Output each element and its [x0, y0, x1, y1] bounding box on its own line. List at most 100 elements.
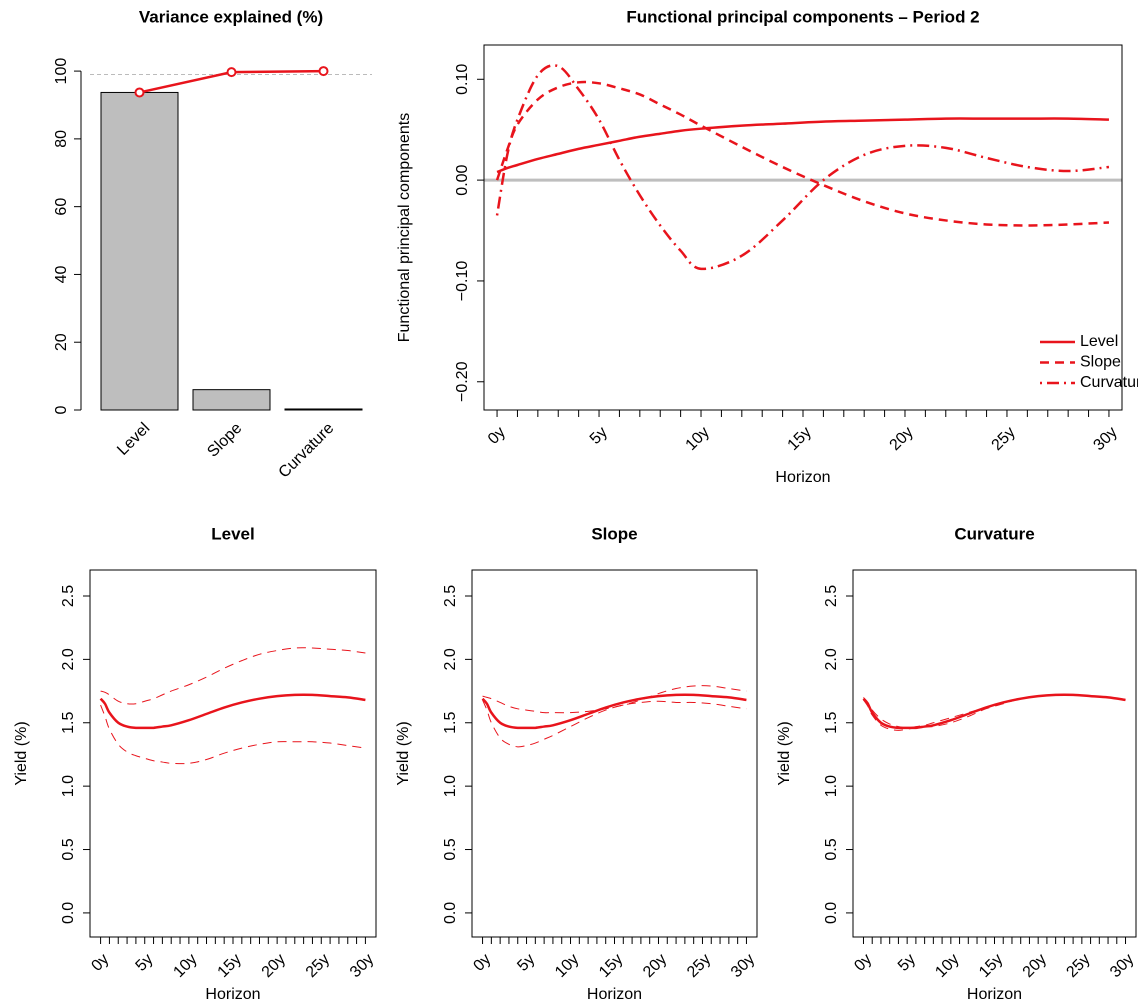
y-tick-label: 2.0	[60, 648, 77, 670]
y-tick-label: 0.5	[823, 838, 840, 860]
y-axis-title: Functional principal components	[396, 113, 413, 342]
bar	[100, 91, 179, 411]
series-line	[482, 685, 747, 714]
y-tick-label: 2.0	[442, 648, 459, 670]
chart-title: Level	[211, 524, 254, 543]
y-tick-label: 1.5	[442, 712, 459, 734]
y-tick-label: −0.10	[454, 261, 471, 302]
y-axis-title: Yield (%)	[13, 721, 30, 785]
y-axis-title: Yield (%)	[395, 721, 412, 785]
legend-label: Level	[1080, 333, 1118, 350]
y-tick-label: 1.5	[823, 712, 840, 734]
chart-title: Curvature	[954, 524, 1034, 543]
x-tick-label: 5y	[895, 951, 919, 975]
x-tick-label: 30y	[347, 951, 377, 981]
x-tick-label: Slope	[204, 420, 245, 461]
bar	[284, 408, 363, 411]
y-tick-label: 20	[53, 333, 70, 351]
series-line	[496, 117, 1109, 174]
x-tick-label: 5y	[514, 951, 538, 975]
x-tick-label: 20y	[887, 424, 917, 454]
y-tick-label: −0.20	[454, 361, 471, 402]
x-tick-label: 25y	[1063, 951, 1093, 981]
x-tick-label: 25y	[989, 424, 1019, 454]
plot-frame	[852, 569, 1137, 938]
y-tick-label: 2.5	[823, 585, 840, 607]
chart-title: Variance explained (%)	[139, 7, 323, 26]
x-axis-title: Horizon	[205, 986, 260, 1003]
y-tick-label: 0.0	[823, 902, 840, 924]
x-tick-label: 30y	[1090, 424, 1120, 454]
x-tick-label: 10y	[170, 951, 200, 981]
x-tick-label: 0y	[470, 951, 494, 975]
x-axis-title: Horizon	[967, 986, 1022, 1003]
x-axis-title: Horizon	[587, 986, 642, 1003]
x-tick-label: Curvature	[276, 420, 338, 482]
y-tick-label: 0.0	[442, 902, 459, 924]
x-axis-title: Horizon	[775, 469, 830, 486]
x-tick-label: 25y	[684, 951, 714, 981]
y-tick-label: 0.5	[442, 838, 459, 860]
x-tick-label: 25y	[303, 951, 333, 981]
y-tick-label: 0	[53, 405, 70, 414]
x-tick-label: 0y	[851, 951, 875, 975]
x-tick-label: 30y	[728, 951, 758, 981]
x-tick-label: 10y	[683, 424, 713, 454]
y-tick-label: 0.10	[454, 64, 471, 95]
y-tick-label: 2.0	[823, 648, 840, 670]
x-tick-label: 20y	[259, 951, 289, 981]
x-tick-label: 10y	[552, 951, 582, 981]
x-tick-label: 20y	[640, 951, 670, 981]
x-tick-label: 15y	[976, 951, 1006, 981]
y-tick-label: 2.5	[442, 585, 459, 607]
legend-label: Slope	[1080, 354, 1121, 371]
x-tick-label: 5y	[133, 951, 157, 975]
plot-frame	[483, 44, 1123, 411]
x-tick-label: 20y	[1020, 951, 1050, 981]
plot-frame	[471, 569, 758, 938]
legend-label: Curvature	[1080, 374, 1138, 391]
y-tick-label: 80	[53, 130, 70, 148]
cumulative-point	[134, 87, 145, 98]
y-tick-label: 60	[53, 198, 70, 216]
x-tick-label: 5y	[587, 424, 611, 448]
y-tick-label: 2.5	[60, 585, 77, 607]
series-line	[862, 693, 1126, 730]
series-line	[863, 694, 1126, 731]
x-tick-label: 15y	[785, 424, 815, 454]
series-line	[100, 647, 366, 705]
series-line	[99, 693, 366, 730]
y-axis-title: Yield (%)	[776, 721, 793, 785]
x-tick-label: 30y	[1107, 951, 1137, 981]
series-line	[482, 699, 747, 748]
y-tick-label: 1.0	[442, 775, 459, 797]
x-tick-label: Level	[114, 420, 153, 459]
y-tick-label: 1.0	[823, 775, 840, 797]
series-line	[100, 704, 366, 765]
x-tick-label: 15y	[215, 951, 245, 981]
y-tick-label: 1.0	[60, 775, 77, 797]
y-tick-label: 0.5	[60, 838, 77, 860]
x-tick-label: 10y	[932, 951, 962, 981]
y-tick-label: 1.5	[60, 712, 77, 734]
series-line	[481, 693, 747, 730]
series-line	[495, 80, 1110, 227]
y-tick-label: 0.0	[60, 902, 77, 924]
series-line	[863, 694, 1126, 729]
cumulative-point	[226, 67, 237, 78]
chart-title: Slope	[591, 524, 637, 543]
cumulative-point	[318, 66, 329, 77]
bar	[192, 389, 271, 411]
x-tick-label: 15y	[596, 951, 626, 981]
plot-frame	[89, 569, 377, 938]
chart-title: Functional principal components – Period…	[626, 7, 979, 26]
x-tick-label: 0y	[485, 424, 509, 448]
x-tick-label: 0y	[88, 951, 112, 975]
series-line	[495, 64, 1110, 271]
y-tick-label: 40	[53, 265, 70, 283]
y-tick-label: 100	[53, 58, 70, 85]
y-tick-label: 0.00	[454, 164, 471, 195]
